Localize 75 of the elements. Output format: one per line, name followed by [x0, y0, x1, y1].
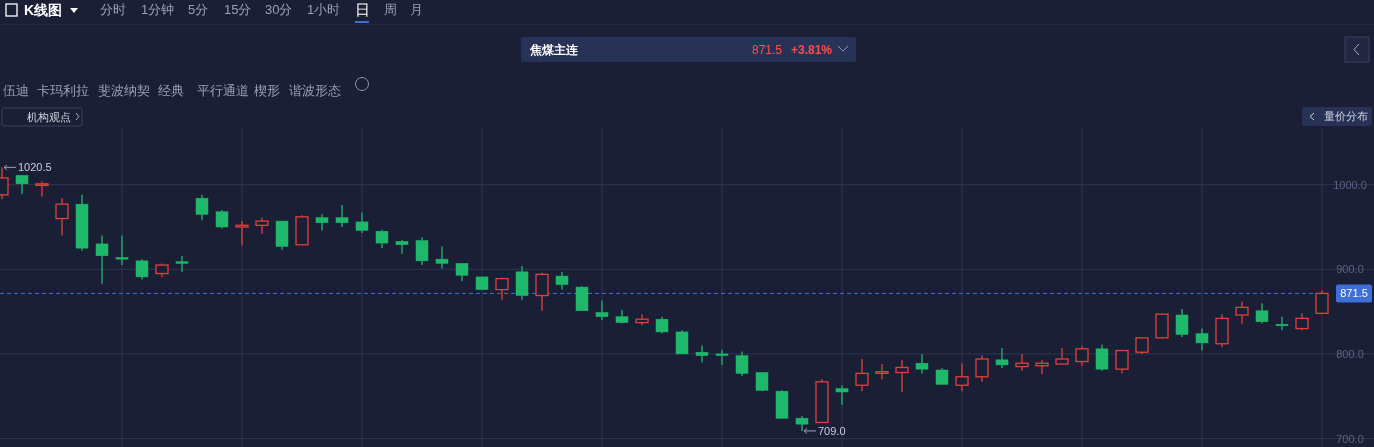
candlestick	[1055, 347, 1069, 365]
text: +3.81%	[790, 42, 833, 57]
candlestick	[235, 220, 249, 247]
candlestick	[835, 384, 849, 406]
candlestick	[135, 258, 149, 281]
candlestick	[1095, 343, 1109, 372]
ref-line-label: 871.5	[1340, 287, 1368, 300]
candlestick	[315, 213, 329, 232]
text: 量价分布	[1324, 110, 1368, 122]
candlestick	[1255, 302, 1269, 325]
text: 机构观点	[27, 111, 71, 123]
candlestick	[355, 211, 369, 234]
candlestick	[95, 234, 109, 285]
candlestick	[1015, 353, 1029, 372]
text: 日	[355, 0, 370, 18]
chart-title: 焦煤主连	[529, 42, 579, 57]
candlestick	[195, 194, 209, 221]
candlestick	[375, 228, 389, 249]
candlestick	[955, 362, 969, 392]
text: 斐波纳契	[98, 82, 150, 98]
candlestick	[735, 350, 749, 377]
y-tick-label: 900.0	[1336, 263, 1364, 276]
candlestick	[1155, 313, 1169, 339]
candlestick	[695, 344, 709, 364]
candlestick	[15, 174, 29, 195]
text: 1小时	[307, 1, 341, 17]
candlestick	[635, 313, 649, 326]
candlestick	[55, 197, 69, 237]
candlestick	[875, 363, 889, 380]
candlestick	[395, 239, 409, 255]
candlestick	[675, 329, 689, 355]
candlestick	[915, 353, 929, 375]
text: 平行通道	[197, 82, 249, 98]
text: 1分钟	[141, 1, 175, 17]
text: 经典	[158, 82, 184, 98]
candlestick	[1075, 345, 1089, 367]
candlestick	[1195, 327, 1209, 352]
candlestick	[515, 265, 529, 301]
candlestick	[435, 245, 449, 270]
y-tick-label: 800.0	[1336, 347, 1364, 360]
annotation: 709.0	[818, 424, 846, 437]
candlestick	[1175, 308, 1189, 338]
text: 周	[384, 1, 397, 17]
candlestick	[1115, 349, 1129, 375]
candlestick	[595, 299, 609, 321]
candlestick	[1275, 316, 1289, 331]
text: 分时	[100, 1, 126, 17]
candlestick	[855, 358, 869, 392]
candlestick	[575, 285, 589, 312]
candlestick	[1235, 300, 1249, 325]
text: 30分	[265, 1, 293, 17]
candlestick	[115, 234, 129, 266]
annotation: 1020.5	[18, 161, 52, 174]
text: K线图	[24, 2, 63, 18]
text: 月	[410, 1, 423, 17]
text: 楔形	[254, 82, 280, 98]
candlestick	[415, 236, 429, 266]
text: 871.5	[751, 42, 783, 57]
text: 15分	[224, 1, 252, 17]
text: 卡玛利拉	[37, 82, 89, 98]
candlestick	[255, 217, 269, 235]
candlestick	[995, 347, 1009, 369]
candlestick	[895, 359, 909, 393]
y-tick-label: 700.0	[1336, 432, 1364, 445]
candlestick	[215, 209, 229, 230]
candlestick	[35, 180, 49, 198]
y-tick-label: 1000.0	[1333, 178, 1367, 191]
candlestick	[175, 255, 189, 273]
text: 谐波形态	[289, 82, 341, 98]
candlestick	[335, 204, 349, 228]
text: 5分	[188, 1, 209, 17]
candlestick	[975, 354, 989, 383]
candlestick	[535, 272, 549, 312]
text: 伍迪	[3, 82, 29, 98]
candlestick	[715, 349, 729, 366]
